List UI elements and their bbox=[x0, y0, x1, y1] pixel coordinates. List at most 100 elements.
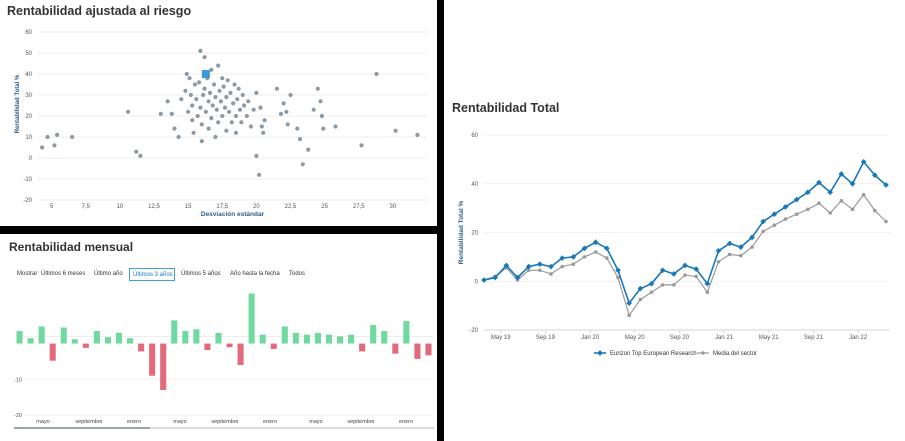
monthly-bar bbox=[104, 337, 111, 344]
x-tick-label: 10 bbox=[117, 204, 124, 210]
y-tick-label: -10 bbox=[14, 377, 22, 383]
monthly-bar bbox=[381, 331, 388, 344]
y-axis-label: Rentabilidad Total % bbox=[458, 201, 465, 265]
tab-all[interactable]: Todos bbox=[289, 271, 306, 277]
monthly-bar bbox=[348, 334, 355, 344]
scatter-point bbox=[229, 120, 234, 125]
monthly-bar bbox=[49, 343, 56, 361]
scatter-point bbox=[246, 99, 251, 104]
scatter-point bbox=[240, 92, 245, 98]
y-tick-label: -10 bbox=[23, 177, 32, 183]
scatter-point bbox=[233, 113, 239, 119]
scatter-point bbox=[216, 120, 221, 125]
x-tick-label: mayo bbox=[173, 419, 186, 425]
monthly-bar bbox=[248, 293, 255, 344]
total-return-chart: -20 0 20 40 60 Rentabilidad Total % May 19 Sep … bbox=[458, 133, 890, 357]
scatter-point bbox=[45, 134, 50, 140]
sector-point bbox=[627, 313, 631, 318]
sector-point bbox=[861, 192, 866, 197]
scatter-point bbox=[186, 109, 191, 114]
scatter-point bbox=[257, 172, 262, 177]
fund-point bbox=[816, 179, 822, 186]
scatter-point bbox=[258, 105, 263, 110]
scatter-point bbox=[194, 97, 199, 102]
scatter-point bbox=[196, 80, 202, 85]
fund-point bbox=[726, 240, 733, 247]
tab-year-to-date[interactable]: Año hasta la fecha bbox=[230, 271, 280, 277]
scatter-point bbox=[288, 92, 293, 98]
scatter-point bbox=[359, 143, 364, 148]
fund-point bbox=[827, 189, 833, 196]
tab-last-3-years[interactable]: Últimos 3 años bbox=[129, 268, 175, 281]
x-tick-label: enero bbox=[263, 419, 277, 425]
scatter-point bbox=[285, 122, 290, 127]
y-tick-label: 0 bbox=[29, 156, 33, 162]
x-tick-label: septiembre bbox=[75, 419, 102, 425]
x-tick-label: May 19 bbox=[491, 335, 511, 341]
x-tick-label: septiembre bbox=[211, 419, 238, 425]
scatter-point bbox=[254, 153, 259, 158]
scatter-point bbox=[220, 76, 225, 81]
x-tick-label: 15 bbox=[185, 204, 192, 210]
x-tick-label: 7,5 bbox=[82, 204, 91, 210]
monthly-bar bbox=[270, 343, 277, 349]
scatter-point bbox=[233, 130, 239, 135]
fund-point bbox=[738, 244, 744, 250]
x-tick-label: Jan 21 bbox=[715, 335, 734, 341]
fund-point bbox=[537, 261, 543, 268]
sector-point bbox=[850, 207, 855, 212]
scatter-point bbox=[125, 109, 131, 114]
monthly-bar bbox=[337, 336, 344, 344]
monthly-bar bbox=[303, 334, 310, 344]
x-tick-label: mayo bbox=[36, 419, 49, 425]
scatter-point bbox=[261, 130, 266, 135]
tab-last-6-months[interactable]: Últimos 6 meses bbox=[41, 271, 86, 277]
tab-last-5-years[interactable]: Últimos 5 años bbox=[181, 271, 221, 277]
monthly-bar bbox=[281, 326, 288, 344]
scatter-point bbox=[216, 63, 221, 68]
legend-fund-marker bbox=[597, 350, 603, 356]
y-tick-label: 10 bbox=[25, 135, 32, 141]
monthly-title: Rentabilidad mensual bbox=[9, 240, 134, 254]
scatter-point bbox=[195, 113, 200, 119]
monthly-bar bbox=[325, 334, 333, 344]
x-tick-label: enero bbox=[399, 419, 413, 425]
y-tick-label: 0 bbox=[475, 279, 479, 285]
highlighted-fund-marker bbox=[201, 70, 210, 78]
sector-point bbox=[806, 207, 810, 212]
sector-line bbox=[483, 193, 887, 317]
y-tick-label: 50 bbox=[25, 51, 32, 57]
scatter-point bbox=[221, 84, 226, 89]
x-tick-label: 30 bbox=[390, 204, 397, 210]
scatter-point bbox=[306, 147, 311, 152]
scatter-point bbox=[224, 128, 229, 133]
scatter-point bbox=[202, 86, 207, 91]
scatter-point bbox=[311, 107, 316, 112]
monthly-bar bbox=[193, 329, 200, 344]
x-tick-label: Jan 20 bbox=[581, 335, 600, 341]
monthly-bar bbox=[237, 343, 244, 365]
sector-point bbox=[538, 268, 542, 273]
scatter-point bbox=[192, 82, 198, 87]
monthly-bar bbox=[259, 334, 266, 344]
total-title: Rentabilidad Total bbox=[452, 101, 560, 115]
sector-point bbox=[683, 273, 687, 277]
x-tick-label: Jan 22 bbox=[849, 335, 868, 341]
scatter-point bbox=[176, 134, 181, 140]
scatter-point bbox=[231, 101, 236, 106]
monthly-return-panel: Rentabilidad mensual Mostrar Últimos 6 m… bbox=[0, 234, 437, 441]
tab-last-year[interactable]: Último año bbox=[94, 271, 123, 277]
scatter-point bbox=[242, 103, 247, 108]
monthly-bar bbox=[138, 343, 145, 352]
fund-point bbox=[838, 171, 845, 177]
sector-point bbox=[750, 245, 754, 249]
scatter-point bbox=[211, 82, 217, 87]
fund-point bbox=[860, 158, 867, 165]
fund-point bbox=[581, 245, 588, 252]
sector-point bbox=[593, 250, 598, 254]
y-tick-label: -20 bbox=[23, 198, 32, 204]
scatter-title: Rentabilidad ajustada al riesgo bbox=[7, 4, 192, 18]
scatter-point bbox=[203, 109, 208, 114]
sector-point bbox=[638, 297, 643, 302]
scatter-point bbox=[295, 126, 300, 131]
